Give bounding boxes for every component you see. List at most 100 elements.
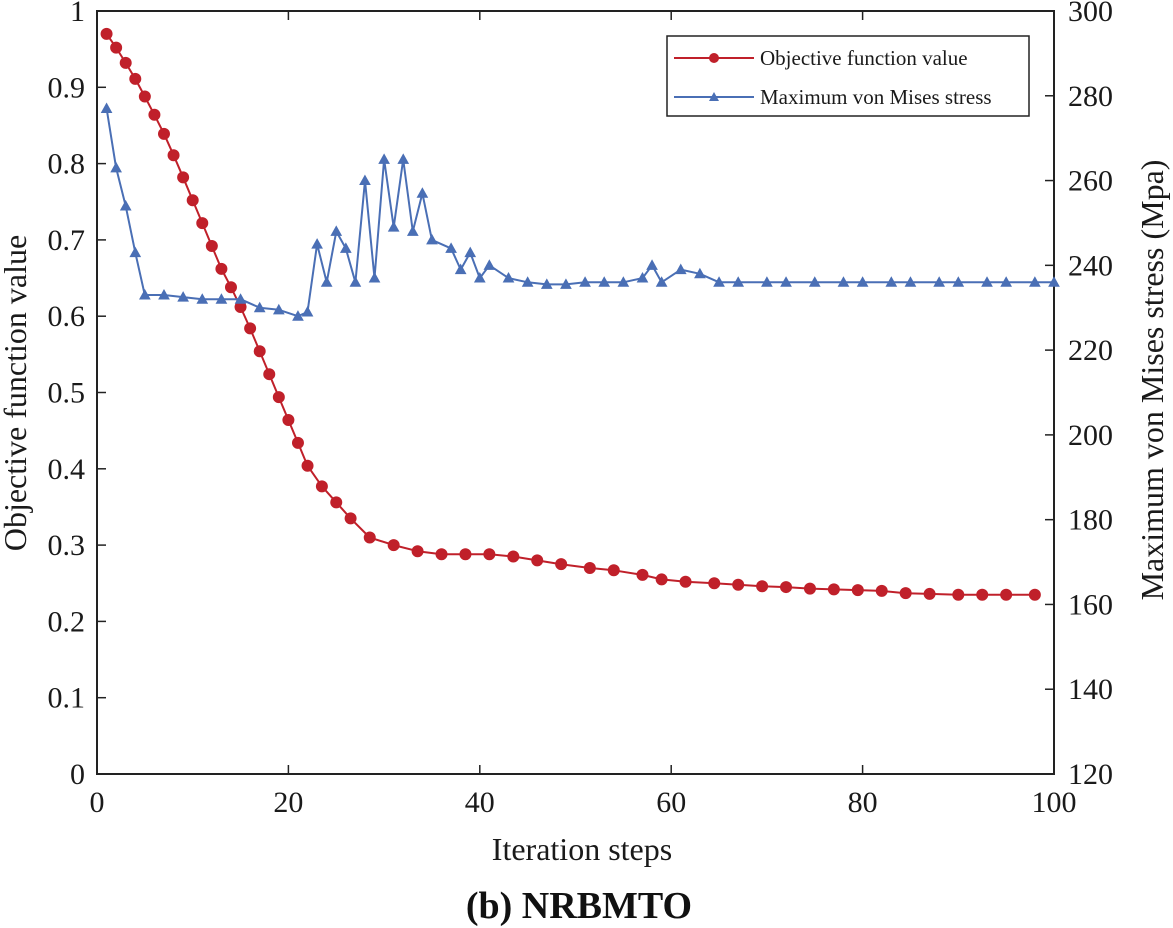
left-tick-label: 1 <box>70 0 85 28</box>
stress-point <box>1048 276 1060 287</box>
stress-point <box>981 276 993 287</box>
objective-point <box>732 578 745 591</box>
stress-point <box>761 276 773 287</box>
stress-point <box>502 272 515 283</box>
legend-objective-marker <box>709 53 719 63</box>
stress-point <box>253 301 266 313</box>
legend-stress-marker <box>709 92 719 101</box>
objective-point <box>607 564 620 577</box>
stress-point <box>397 153 410 164</box>
objective-point <box>899 587 912 600</box>
x-tick-label: 40 <box>465 786 495 819</box>
left-tick-label: 0.4 <box>48 453 86 486</box>
stress-point <box>483 259 496 270</box>
stress-point <box>177 291 189 302</box>
objective-point <box>827 583 840 596</box>
x-tick-label: 80 <box>848 786 878 819</box>
objective-point <box>344 512 357 525</box>
stress-point <box>349 276 362 287</box>
objective-point <box>708 577 721 590</box>
objective-point <box>119 56 132 69</box>
plot-frame <box>96 10 1055 775</box>
stress-point <box>636 272 649 283</box>
right-tick-label: 240 <box>1068 249 1113 282</box>
right-tick-label: 260 <box>1068 165 1113 198</box>
objective-point <box>301 459 314 472</box>
tick-marks <box>96 10 1055 775</box>
objective-point <box>177 171 190 184</box>
stress-point <box>110 161 122 173</box>
x-tick-label: 60 <box>656 786 686 819</box>
stress-point <box>301 305 314 317</box>
stress-point <box>646 259 658 270</box>
objective-point <box>167 149 180 162</box>
stress-point <box>598 276 611 287</box>
objective-point <box>655 573 668 586</box>
stress-point <box>215 293 228 304</box>
stress-series <box>100 102 1060 321</box>
stress-point <box>129 246 142 258</box>
left-tick-label: 0.6 <box>48 300 86 333</box>
stress-point <box>359 174 371 186</box>
stress-point <box>780 276 792 287</box>
objective-point <box>555 558 568 571</box>
stress-point <box>454 263 467 275</box>
objective-point <box>253 345 266 358</box>
objective-point <box>224 281 237 294</box>
x-axis-title: Iteration steps <box>492 831 672 867</box>
objective-point <box>851 584 864 597</box>
stress-point <box>292 310 304 321</box>
left-tick-label: 0.5 <box>48 377 86 410</box>
objective-point <box>387 539 400 552</box>
objective-point <box>976 588 989 601</box>
series-layer <box>100 27 1060 601</box>
objective-point <box>756 580 769 593</box>
stress-point <box>119 199 132 211</box>
left-tick-label: 0 <box>70 758 85 791</box>
legend: Objective function value Maximum von Mis… <box>666 35 1030 117</box>
objective-point <box>952 588 965 601</box>
stress-point <box>837 276 850 287</box>
objective-point <box>272 391 285 404</box>
stress-point <box>139 288 151 300</box>
objective-point <box>803 582 816 595</box>
left-tick-label: 0.1 <box>48 682 86 715</box>
right-tick-label: 220 <box>1068 334 1113 367</box>
objective-point <box>244 322 257 335</box>
stress-point <box>464 246 477 258</box>
right-tick-label: 140 <box>1068 673 1113 706</box>
stress-point <box>1000 276 1012 287</box>
objective-series <box>100 27 1041 601</box>
legend-stress-label: Maximum von Mises stress <box>760 85 992 109</box>
stress-point <box>713 276 725 287</box>
objective-point <box>1028 588 1041 601</box>
stress-point <box>560 278 572 289</box>
objective-point <box>679 575 692 588</box>
stress-point <box>521 276 534 287</box>
stress-point <box>808 276 821 287</box>
stress-point <box>368 272 381 283</box>
stress-point <box>655 276 668 287</box>
objective-line <box>105 33 1035 596</box>
left-tick-label: 0.8 <box>48 148 86 181</box>
stress-point <box>473 272 486 283</box>
stress-point <box>311 238 323 249</box>
objective-point <box>583 561 596 574</box>
left-tick-labels: 0 0.1 0.2 0.3 0.4 0.5 0.6 0.7 0.8 0.9 1 <box>48 0 86 791</box>
stress-point <box>579 276 591 287</box>
objective-point <box>129 72 142 85</box>
objective-point <box>110 41 123 54</box>
objective-point <box>138 90 151 103</box>
stress-point <box>1029 276 1041 287</box>
left-tick-label: 0.9 <box>48 71 86 104</box>
stress-point <box>416 187 429 198</box>
objective-point <box>205 240 218 253</box>
objective-point <box>215 262 228 275</box>
stress-point <box>196 293 209 304</box>
objective-point <box>875 584 888 597</box>
stress-point <box>272 303 285 315</box>
right-tick-labels: 120 140 160 180 200 220 240 260 280 300 <box>1068 0 1113 791</box>
objective-point <box>923 587 936 600</box>
y-axis-left-title: Objective function value <box>0 235 33 551</box>
